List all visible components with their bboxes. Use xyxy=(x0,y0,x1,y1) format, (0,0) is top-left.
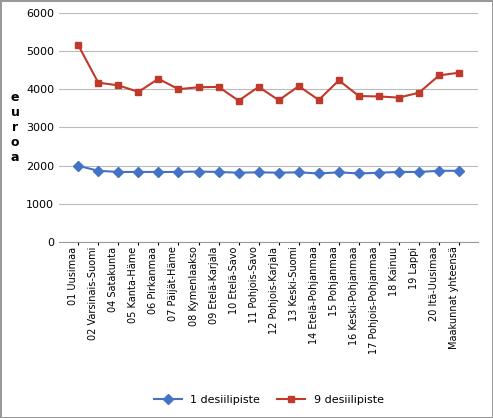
1 desiilipiste xyxy=(296,170,302,175)
9 desiilipiste xyxy=(115,83,121,88)
9 desiilipiste xyxy=(176,87,181,92)
1 desiilipiste xyxy=(155,169,161,174)
9 desiilipiste xyxy=(336,78,342,83)
9 desiilipiste xyxy=(356,94,362,99)
1 desiilipiste xyxy=(356,171,362,176)
9 desiilipiste xyxy=(456,70,462,75)
1 desiilipiste xyxy=(115,169,121,174)
9 desiilipiste xyxy=(136,89,141,94)
1 desiilipiste xyxy=(176,169,181,174)
9 desiilipiste xyxy=(396,95,402,100)
1 desiilipiste xyxy=(75,163,81,168)
1 desiilipiste xyxy=(376,170,382,175)
1 desiilipiste xyxy=(456,168,462,173)
1 desiilipiste xyxy=(336,170,342,175)
9 desiilipiste xyxy=(155,76,161,82)
1 desiilipiste xyxy=(136,169,141,174)
9 desiilipiste xyxy=(376,94,382,99)
9 desiilipiste xyxy=(416,90,422,95)
9 desiilipiste xyxy=(296,84,302,89)
1 desiilipiste xyxy=(416,169,422,174)
9 desiilipiste xyxy=(236,98,242,103)
Line: 1 desiilipiste: 1 desiilipiste xyxy=(75,162,462,177)
9 desiilipiste xyxy=(95,80,101,85)
9 desiilipiste xyxy=(75,43,81,48)
9 desiilipiste xyxy=(436,73,442,78)
Legend: 1 desiilipiste, 9 desiilipiste: 1 desiilipiste, 9 desiilipiste xyxy=(149,390,388,410)
9 desiilipiste xyxy=(256,84,262,89)
1 desiilipiste xyxy=(436,168,442,173)
Y-axis label: e
u
r
o
a: e u r o a xyxy=(11,91,20,164)
1 desiilipiste xyxy=(95,168,101,173)
1 desiilipiste xyxy=(276,170,282,175)
9 desiilipiste xyxy=(276,98,282,103)
Line: 9 desiilipiste: 9 desiilipiste xyxy=(75,42,462,104)
1 desiilipiste xyxy=(256,170,262,175)
9 desiilipiste xyxy=(316,97,322,102)
9 desiilipiste xyxy=(196,85,202,90)
1 desiilipiste xyxy=(316,171,322,176)
9 desiilipiste xyxy=(215,84,221,89)
1 desiilipiste xyxy=(196,169,202,174)
1 desiilipiste xyxy=(396,169,402,174)
1 desiilipiste xyxy=(215,169,221,174)
1 desiilipiste xyxy=(236,170,242,175)
